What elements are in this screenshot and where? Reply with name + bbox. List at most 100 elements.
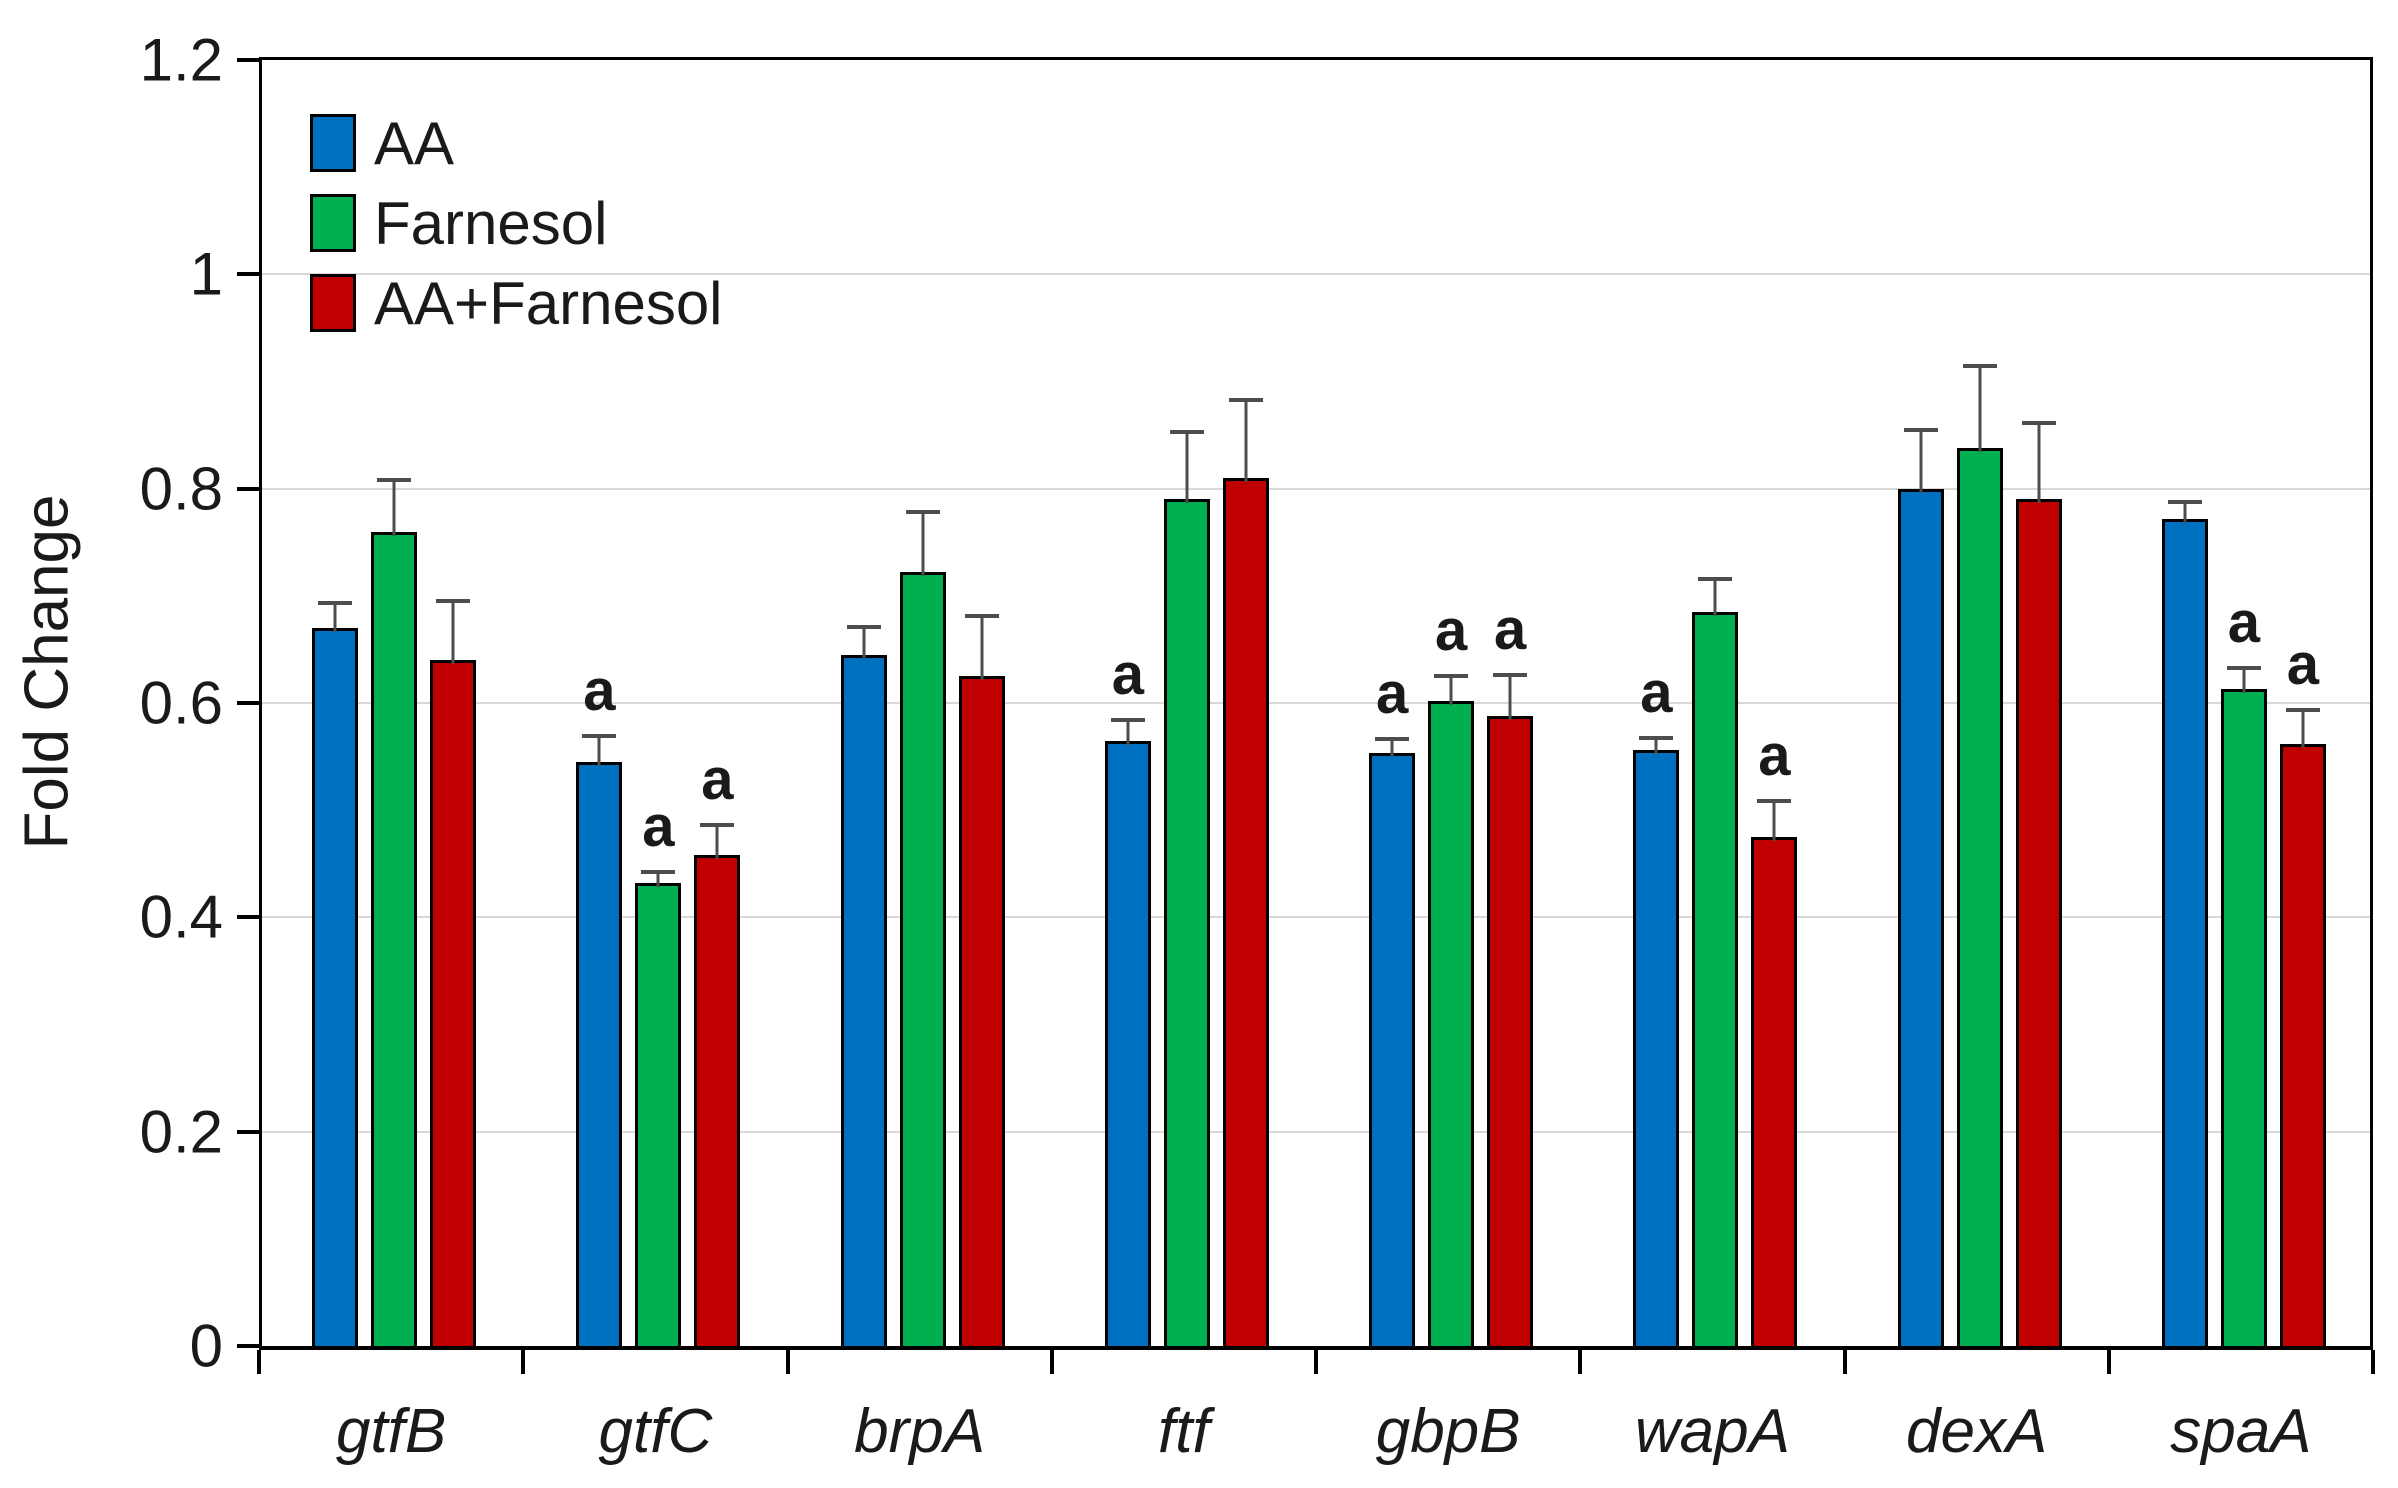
error-bar-AA-spaA	[2167, 500, 2202, 523]
error-bar-AA-ftf	[1110, 718, 1145, 745]
error-bar-AA-gbpB	[1375, 737, 1410, 758]
error-bar-Farnesol-gtfB	[377, 477, 412, 536]
bar-AA-gtfC	[576, 761, 623, 1346]
error-bar-line	[1185, 429, 1189, 504]
y-tick-mark-0.4	[237, 915, 259, 920]
significance-label-Farnesol-gbpB: a	[1434, 598, 1468, 664]
gridline-y-0.8	[262, 487, 2370, 490]
error-bar-Farnesol-gtfC	[641, 870, 676, 888]
y-tick-mark-1	[237, 272, 259, 277]
bar-AA-gtfB	[312, 627, 359, 1346]
error-bar-cap	[846, 624, 881, 629]
error-bar-Farnesol-spaA	[2226, 665, 2261, 694]
y-tick-label-1: 1	[189, 240, 223, 308]
error-bar-cap	[377, 477, 412, 482]
error-bar-AA+Farnesol-wapA	[1757, 799, 1792, 841]
legend-label-AA+Farnesol: AA+Farnesol	[374, 269, 723, 337]
bar-AA+Farnesol-gbpB	[1487, 715, 1534, 1346]
error-bar-line	[1654, 736, 1658, 755]
gridline-y-1	[262, 273, 2370, 276]
error-bar-line	[2301, 708, 2305, 748]
legend-label-Farnesol: Farnesol	[374, 189, 608, 257]
legend-label-AA: AA	[374, 109, 455, 177]
significance-label-AA-gtfC: a	[583, 658, 616, 724]
error-bar-AA-wapA	[1639, 736, 1674, 755]
x-tick-mark-6	[1842, 1350, 1847, 1374]
error-bar-line	[862, 624, 866, 659]
error-bar-line	[1244, 397, 1248, 482]
gridlines	[262, 60, 2370, 1346]
bar-Farnesol-gtfB	[371, 531, 418, 1346]
error-bar-Farnesol-gbpB	[1434, 674, 1469, 705]
x-tick-mark-3	[1049, 1350, 1054, 1374]
error-bar-cap	[1698, 576, 1733, 581]
error-bar-cap	[700, 823, 735, 828]
error-bar-AA+Farnesol-gtfC	[700, 823, 735, 860]
x-category-label-ftf: ftf	[1158, 1397, 1210, 1466]
error-bar-line	[333, 601, 337, 632]
error-bar-line	[2183, 500, 2187, 523]
error-bar-line	[656, 870, 660, 888]
error-bar-cap	[1110, 718, 1145, 723]
significance-label-AA-wapA: a	[1640, 660, 1673, 726]
y-tick-label-0: 0	[189, 1312, 223, 1380]
y-tick-label-0.2: 0.2	[139, 1098, 223, 1166]
y-tick-label-0.8: 0.8	[139, 455, 223, 523]
bar-AA+Farnesol-brpA	[958, 676, 1005, 1346]
error-bar-line	[921, 510, 925, 577]
gridline-y-0.6	[262, 702, 2370, 704]
y-tick-label-1.2: 1.2	[139, 26, 223, 94]
error-bar-cap	[1228, 397, 1263, 402]
error-bar-line	[597, 734, 601, 766]
x-category-label-dexA: dexA	[1905, 1397, 2048, 1466]
x-category-label-wapA: wapA	[1634, 1397, 1790, 1466]
error-bar-line	[1772, 799, 1776, 841]
error-bar-cap	[1962, 364, 1997, 369]
error-bar-AA+Farnesol-dexA	[2021, 421, 2056, 504]
legend-item-AA+Farnesol: AA+Farnesol	[310, 270, 723, 337]
x-category-label-spaA: spaA	[2170, 1397, 2312, 1466]
legend-item-AA: AA	[310, 110, 723, 177]
significance-label-Farnesol-gtfC: a	[642, 794, 675, 860]
error-bar-Farnesol-ftf	[1169, 429, 1204, 504]
legend-swatch-AA+Farnesol	[310, 274, 356, 332]
error-bar-line	[392, 477, 396, 536]
error-bar-cap	[2226, 665, 2261, 670]
legend: AA Farnesol AA+Farnesol	[310, 110, 723, 352]
legend-item-Farnesol: Farnesol	[310, 190, 723, 257]
x-tick-mark-8	[2371, 1350, 2375, 1374]
error-bar-line	[1508, 673, 1512, 720]
x-category-label-gtfC: gtfC	[598, 1397, 713, 1466]
bar-AA+Farnesol-wapA	[1751, 836, 1798, 1346]
bar-AA+Farnesol-spaA	[2279, 743, 2326, 1346]
error-bar-cap	[905, 510, 940, 515]
error-bar-cap	[1169, 429, 1204, 434]
error-bar-cap	[641, 870, 676, 875]
error-bar-AA-dexA	[1903, 427, 1938, 493]
x-tick-mark-4	[1314, 1350, 1318, 1374]
error-bar-cap	[318, 601, 353, 606]
error-bar-cap	[1434, 674, 1469, 679]
x-tick-mark-0	[257, 1350, 261, 1374]
error-bar-AA-gtfC	[582, 734, 617, 766]
error-bar-line	[1449, 674, 1453, 705]
error-bar-cap	[2021, 421, 2056, 426]
bar-AA-brpA	[840, 654, 887, 1346]
error-bar-AA+Farnesol-ftf	[1228, 397, 1263, 482]
bar-Farnesol-ftf	[1163, 499, 1210, 1346]
significance-label-AA-gbpB: a	[1375, 661, 1409, 727]
y-tick-mark-0.8	[237, 486, 259, 491]
x-tick-mark-5	[1578, 1350, 1583, 1374]
significance-label-AA+Farnesol-gtfC: a	[701, 747, 734, 813]
significance-label-AA+Farnesol-wapA: a	[1758, 723, 1791, 789]
bar-Farnesol-gtfC	[635, 883, 682, 1346]
error-bar-cap	[1375, 737, 1410, 742]
y-tick-mark-1.2	[237, 58, 259, 62]
error-bar-line	[980, 614, 984, 681]
y-tick-mark-0.6	[237, 701, 259, 705]
bar-Farnesol-dexA	[1956, 447, 2003, 1346]
error-bar-line	[1978, 364, 1982, 452]
